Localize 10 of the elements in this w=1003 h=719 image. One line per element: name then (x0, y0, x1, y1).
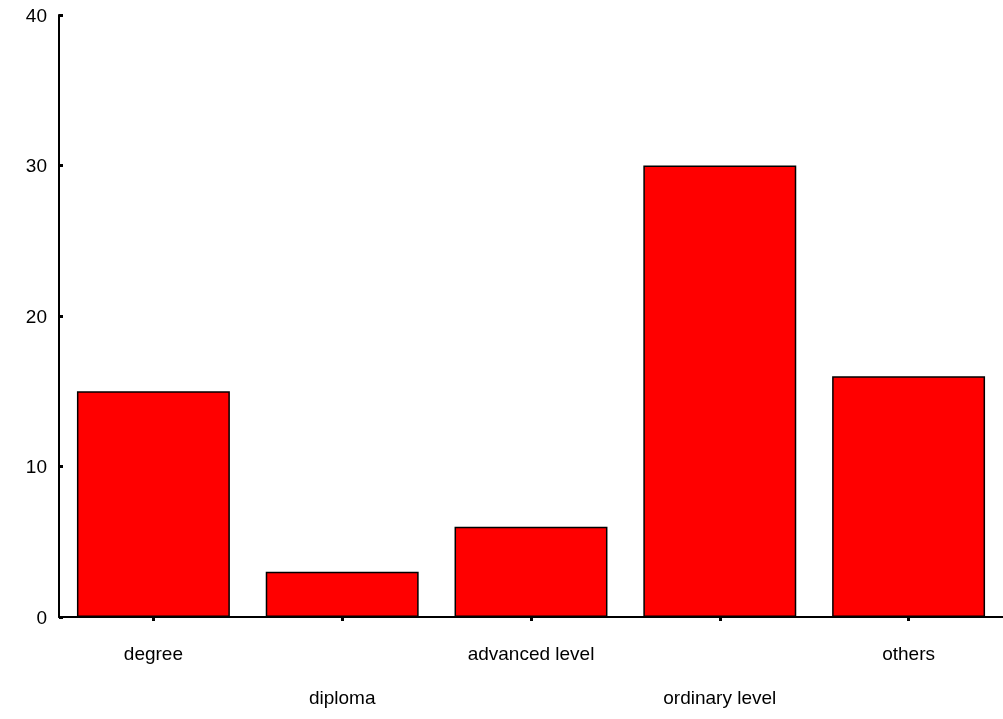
y-tick-label: 10 (25, 456, 47, 477)
x-tick-label: diploma (308, 686, 376, 708)
y-tick-label: 20 (25, 305, 47, 327)
x-tick-label: advanced level (467, 642, 595, 664)
x-tick-label: ordinary level (663, 686, 777, 708)
x-tick-label: degree (123, 642, 183, 664)
y-tick-label: 40 (25, 4, 47, 26)
y-tick-label: 0 (36, 606, 47, 628)
x-tick-label: others (882, 642, 936, 664)
y-tick-label: 30 (25, 155, 47, 176)
